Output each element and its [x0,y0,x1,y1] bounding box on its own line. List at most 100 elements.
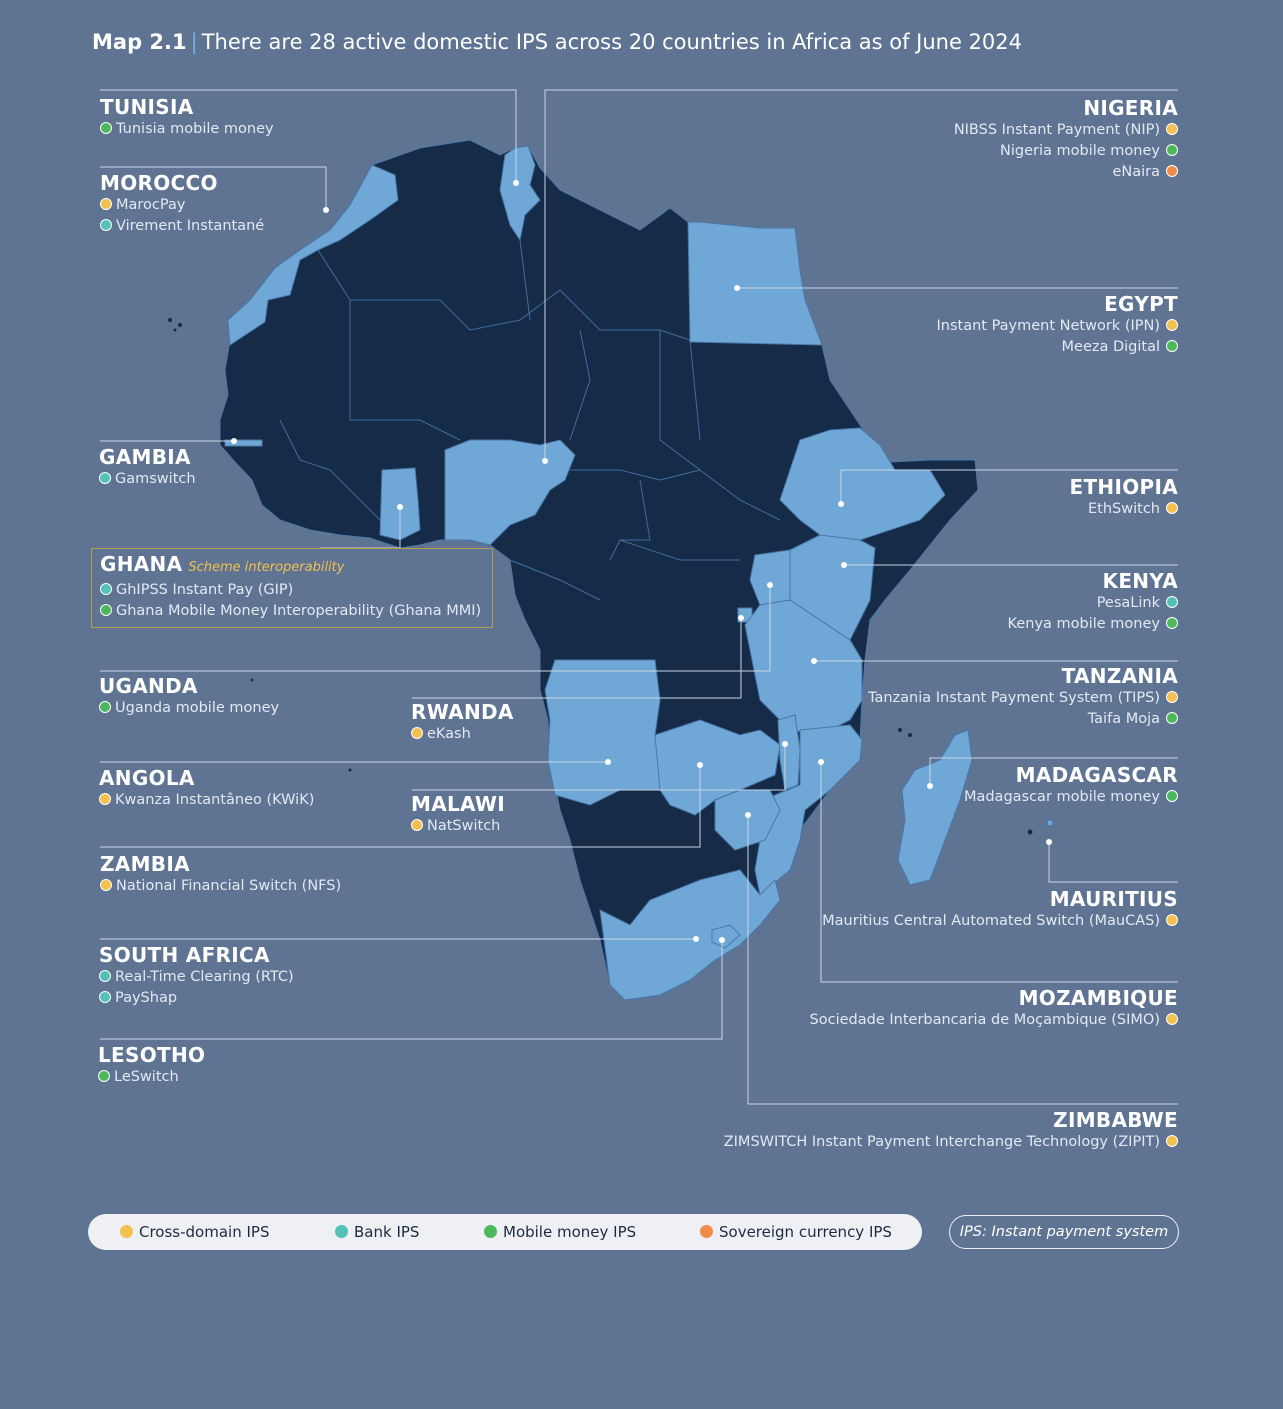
country-name: GAMBIA [99,445,191,469]
country-block-malawi: MALAWI NatSwitch [411,792,505,837]
cross-domain-dot [120,1225,133,1238]
mobile-money-dot [99,701,111,713]
map-title-text: There are 28 active domestic IPS across … [201,30,1022,54]
cross-domain-dot [100,879,112,891]
country-name: NIGERIA [1083,96,1178,120]
ips-entry: NatSwitch [411,816,505,837]
ips-entry: EthSwitch [1070,499,1178,520]
cross-domain-dot [100,198,112,210]
cross-domain-dot [1166,319,1178,331]
country-name: ETHIOPIA [1069,475,1178,499]
country-block-morocco: MOROCCO MarocPay Virement Instantané [100,171,264,237]
ips-entry: Kenya mobile money [1008,614,1178,635]
ips-entry: National Financial Switch (NFS) [100,876,341,897]
ips-entry: GhIPSS Instant Pay (GIP) [100,580,481,601]
country-egypt [687,221,823,346]
cross-domain-dot [1166,1013,1178,1025]
map-number: Map 2.1 [92,30,187,54]
country-block-ethiopia: ETHIOPIA EthSwitch [1070,475,1178,520]
ips-entry: eKash [411,724,514,745]
country-name: GHANA Scheme interoperability [100,552,345,576]
small-islands [168,318,1033,835]
country-block-south-africa: SOUTH AFRICA Real-Time Clearing (RTC) Pa… [99,943,294,1009]
country-name: ANGOLA [99,766,195,790]
ips-entry: Tanzania Instant Payment System (TIPS) [868,688,1178,709]
mobile-money-dot [1166,617,1178,629]
country-block-tanzania: TANZANIA Tanzania Instant Payment System… [868,664,1178,730]
ips-entry: Nigeria mobile money [954,141,1178,162]
cross-domain-dot [1166,914,1178,926]
ips-entry: Tunisia mobile money [100,119,274,140]
ips-entry: Meeza Digital [937,337,1178,358]
cross-domain-dot [1166,691,1178,703]
country-south-africa [599,869,781,1001]
ips-entry: Ghana Mobile Money Interoperability (Gha… [100,601,481,622]
country-nigeria [444,439,576,546]
country-name: MOROCCO [100,171,218,195]
country-name: LESOTHO [98,1043,206,1067]
mobile-money-dot [1166,712,1178,724]
ips-entry: eNaira [954,162,1178,183]
cross-domain-dot [1166,123,1178,135]
country-block-nigeria: NIGERIA NIBSS Instant Payment (NIP) Nige… [954,96,1178,183]
country-block-madagascar: MADAGASCAR Madagascar mobile money [964,763,1178,808]
sovereign-currency-dot [700,1225,713,1238]
country-zambia [654,719,781,816]
cross-domain-dot [411,819,423,831]
country-mauritius [1046,819,1054,827]
country-block-gambia: GAMBIA Gamswitch [99,445,196,490]
country-malawi [777,714,801,791]
country-block-angola: ANGOLA Kwanza Instantâneo (KWiK) [99,766,314,811]
cross-domain-dot [1166,502,1178,514]
country-name: TUNISIA [100,95,194,119]
map-title: Map 2.1 | There are 28 active domestic IPS… [92,30,1022,54]
cross-domain-dot [99,793,111,805]
bank-dot [99,472,111,484]
ips-entry: Virement Instantané [100,216,264,237]
legend-item-cross-domain: Cross-domain IPS [120,1223,269,1241]
ips-entry: Instant Payment Network (IPN) [937,316,1178,337]
bank-dot [100,219,112,231]
bank-dot [100,583,112,595]
ips-entry: Real-Time Clearing (RTC) [99,967,294,988]
ips-entry: Madagascar mobile money [964,787,1178,808]
country-block-lesotho: LESOTHO LeSwitch [98,1043,205,1088]
ips-entry: Kwanza Instantâneo (KWiK) [99,790,314,811]
mobile-money-dot [484,1225,497,1238]
bank-dot [335,1225,348,1238]
mobile-money-dot [1166,144,1178,156]
mobile-money-dot [100,122,112,134]
legend-item-sovereign-currency: Sovereign currency IPS [700,1223,892,1241]
country-block-zimbabwe: ZIMBABWE ZIMSWITCH Instant Payment Inter… [724,1108,1178,1153]
country-block-zambia: ZAMBIA National Financial Switch (NFS) [100,852,341,897]
ips-entry: Gamswitch [99,469,196,490]
country-madagascar [897,729,973,886]
bank-dot [1166,596,1178,608]
country-name: MOZAMBIQUE [1018,986,1178,1010]
legend-item-bank: Bank IPS [335,1223,419,1241]
ips-entry: Sociedade Interbancaria de Moçambique (S… [810,1010,1178,1031]
cross-domain-dot [1166,1135,1178,1147]
ips-entry: NIBSS Instant Payment (NIP) [954,120,1178,141]
country-ethiopia [779,427,946,546]
ips-entry: Mauritius Central Automated Switch (MauC… [822,911,1178,932]
legend: Cross-domain IPS Bank IPS Mobile money I… [88,1214,922,1250]
ips-entry: LeSwitch [98,1067,205,1088]
country-name: EGYPT [1104,292,1178,316]
legend-item-mobile-money: Mobile money IPS [484,1223,636,1241]
country-block-uganda: UGANDA Uganda mobile money [99,674,279,719]
country-block-mozambique: MOZAMBIQUE Sociedade Interbancaria de Mo… [810,986,1178,1031]
country-name: MALAWI [411,792,506,816]
country-block-egypt: EGYPT Instant Payment Network (IPN) Meez… [937,292,1178,358]
country-tunisia [499,145,541,242]
ips-entry: PesaLink [1008,593,1178,614]
bank-dot [99,970,111,982]
mobile-money-dot [1166,340,1178,352]
country-block-rwanda: RWANDA eKash [411,700,514,745]
ips-entry: MarocPay [100,195,264,216]
country-name: SOUTH AFRICA [99,943,270,967]
country-lesotho [711,924,741,949]
ips-entry: ZIMSWITCH Instant Payment Interchange Te… [724,1132,1178,1153]
ips-entry: PayShap [99,988,294,1009]
